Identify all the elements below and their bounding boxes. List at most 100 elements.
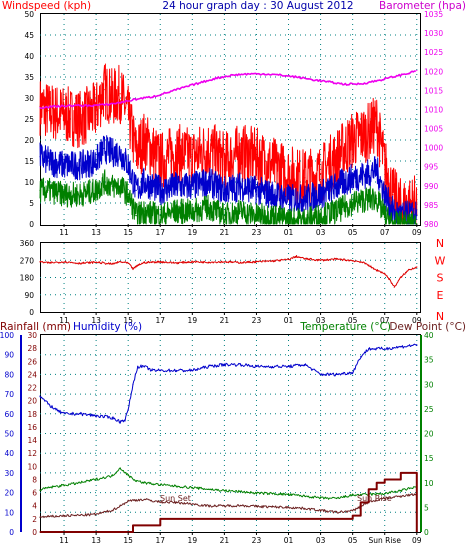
climate-xtick-7: 01	[284, 536, 294, 545]
wind-xtick-6: 23	[252, 228, 262, 237]
wind-direction-point-3	[79, 262, 81, 264]
temp-ytick-0: 0	[424, 528, 429, 537]
baro-ytick-11: 1035	[424, 10, 443, 19]
wind-direction-point-30	[388, 278, 391, 280]
climate-series-0-point-16	[191, 369, 193, 372]
wind-xtick-11: 09	[412, 228, 422, 237]
climate-series-2-point-20	[320, 509, 322, 511]
climate-series-2-point-2	[63, 515, 65, 517]
climate-series-1-point-11	[175, 485, 177, 487]
temp-ytick-8: 40	[424, 331, 434, 340]
barometer-point-7	[151, 96, 153, 98]
climate-series-2-point-0	[39, 516, 41, 518]
climate-series-2-point-12	[191, 503, 193, 505]
wind-series-0-point-9	[135, 152, 137, 154]
climate-xtick-0: 11	[59, 536, 69, 545]
wind-series-2-point-1	[47, 189, 49, 191]
wind-direction-point-8	[132, 268, 134, 270]
wind-series-0-point-3	[79, 118, 81, 120]
wind-xtick-7: 01	[284, 228, 294, 237]
wind-series-0-point-15	[223, 160, 225, 162]
wind-series-2-point-17	[255, 215, 258, 217]
climate-series-1-point-6	[119, 467, 121, 469]
climate-series-3-point-2	[132, 524, 134, 527]
temperature-axis-title: Temperature (°C)	[299, 321, 391, 333]
climate-series-2-point-18	[287, 506, 290, 508]
climate-series-1-point-10	[159, 484, 161, 486]
climate-series-3-point-16	[400, 472, 402, 474]
wind-ytick-8: 40	[24, 52, 34, 61]
wind-direction-point-6	[119, 261, 121, 263]
wind-series-1-point-23	[344, 181, 346, 183]
humidity-ytick-4: 40	[4, 449, 14, 458]
dir-xtick-4: 19	[188, 316, 198, 325]
sun-set-annotation: Sun Set	[160, 494, 191, 503]
climate-series-3-point-10	[352, 515, 354, 517]
climate-series-1-point-19	[304, 495, 306, 497]
wind-direction-point-12	[175, 262, 177, 264]
rain-ytick-9: 18	[27, 410, 37, 419]
climate-series-1-point-7	[127, 474, 129, 476]
climate-series-3-point-17	[408, 472, 410, 474]
wind-series-1-point-4	[95, 160, 97, 162]
barometer-point-1	[55, 105, 57, 107]
climate-series-0-point-6	[111, 417, 113, 419]
climate-series-1-point-1	[47, 487, 49, 489]
climate-series-1-point-14	[223, 490, 225, 492]
wind-direction-point-27	[372, 268, 375, 270]
climate-series-0	[39, 343, 418, 424]
climate-series-2-point-21	[336, 511, 338, 513]
climate-series-3-point-12	[368, 488, 370, 490]
baro-ytick-7: 1015	[424, 86, 443, 95]
wind-series-2-point-18	[271, 215, 274, 217]
climate-series-1-point-25	[400, 490, 402, 492]
wind-series-1-point-20	[304, 198, 306, 200]
sun-rise-annotation: Sun Rise	[357, 494, 392, 503]
wind-direction-point-7	[127, 262, 129, 264]
dir-xtick-6: 23	[252, 316, 262, 325]
climate-series-1-point-3	[79, 482, 81, 484]
dir-xtick-7: 01	[284, 316, 294, 325]
wind-series-0-point-23	[344, 147, 346, 149]
barometer-point-18	[328, 81, 330, 83]
climate-series-3-point-4	[159, 518, 161, 520]
wind-xtick-4: 19	[188, 228, 198, 237]
baro-ytick-6: 1010	[424, 105, 443, 114]
compass-label-3: E	[437, 289, 444, 302]
wind-ytick-3: 15	[24, 157, 34, 166]
wind-series-1-point-17	[255, 189, 258, 191]
climate-series-2-point-16	[255, 505, 258, 507]
wind-direction-point-14	[207, 261, 209, 263]
climate-series-1-point-2	[63, 484, 65, 486]
climate-series-1-point-0	[39, 489, 41, 491]
wind-series-0-point-4	[95, 110, 97, 112]
wind-series-2-point-24	[352, 202, 354, 204]
chart-tick-labels: 0510152025303540455098098599099510001005…	[0, 10, 446, 545]
climate-series-3-point-9	[336, 518, 338, 520]
wind-series-0-point-21	[320, 173, 322, 175]
wind-series-1-point-14	[207, 181, 209, 183]
wind-series-2-point-14	[207, 206, 209, 208]
rainfall-axis-title: Rainfall (mm)	[0, 321, 71, 333]
wind-direction-point-9	[138, 263, 140, 266]
wind-series-0-point-0	[39, 105, 41, 107]
wind-series-0-point-18	[271, 164, 274, 166]
wind-direction-point-5	[111, 263, 113, 265]
climate-series-1-point-4	[95, 478, 97, 480]
climate-series-1-point-13	[207, 488, 209, 490]
baro-ytick-8: 1020	[424, 67, 443, 76]
dir-xtick-1: 13	[91, 316, 101, 325]
wind-series-2-point-10	[143, 210, 145, 212]
climate-series-2-point-19	[304, 507, 306, 509]
wind-series-0-point-14	[207, 147, 209, 149]
wind-direction-point-33	[408, 269, 410, 271]
climate-series-0-point-9	[127, 409, 129, 411]
dir-xtick-5: 21	[220, 316, 230, 325]
wind-series-0-point-28	[392, 194, 394, 196]
wind-series-0-point-20	[304, 177, 306, 179]
climate-series-0-point-15	[175, 369, 177, 372]
climate-series-2-point-3	[79, 514, 81, 516]
climate-series-3-point-15	[392, 478, 394, 481]
climate-series-2-point-22	[352, 510, 354, 512]
wind-series-1-point-15	[223, 189, 225, 191]
